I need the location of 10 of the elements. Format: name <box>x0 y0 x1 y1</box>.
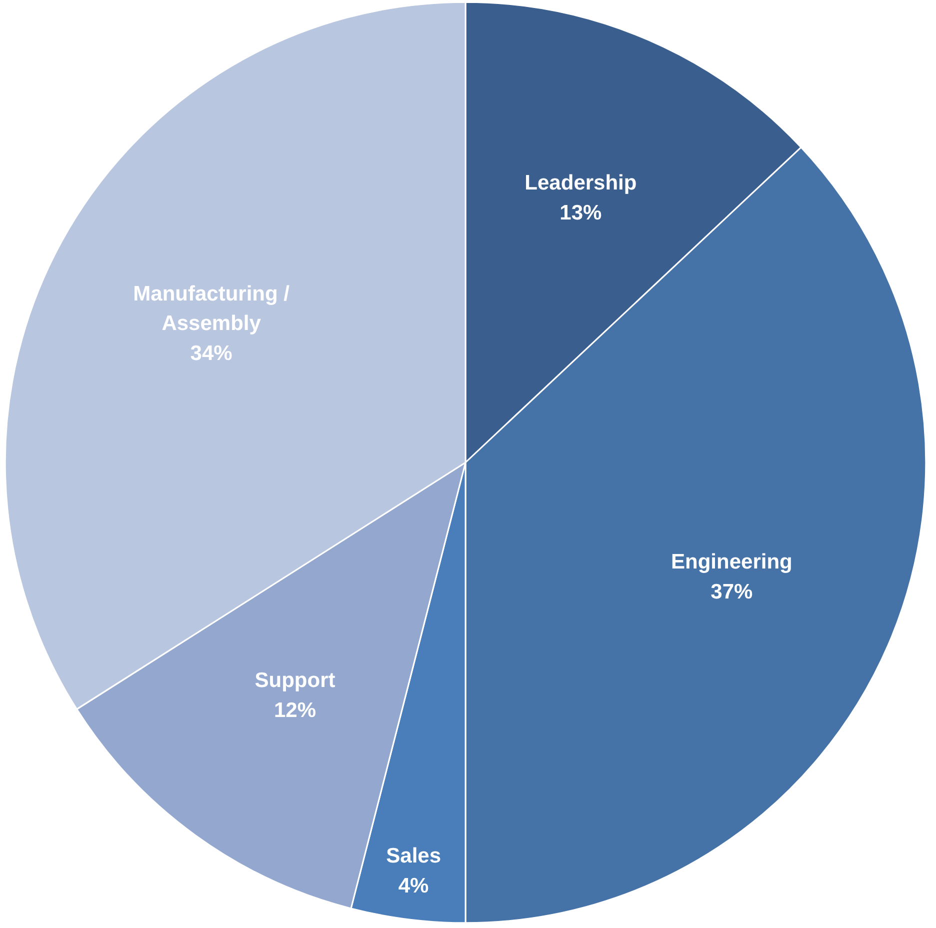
data-label: 34% <box>190 342 233 366</box>
data-label: 4% <box>398 874 430 898</box>
slice-label: Support <box>254 669 336 692</box>
data-label: 37% <box>710 580 754 604</box>
data-label: 13% <box>560 201 602 224</box>
slice-label: Engineering <box>671 550 792 574</box>
data-label: 12% <box>274 699 316 722</box>
slice-label: Manufacturing / Assembly <box>133 282 290 336</box>
slice-label: Sales <box>386 844 442 868</box>
slice-label: Leadership <box>524 172 637 195</box>
